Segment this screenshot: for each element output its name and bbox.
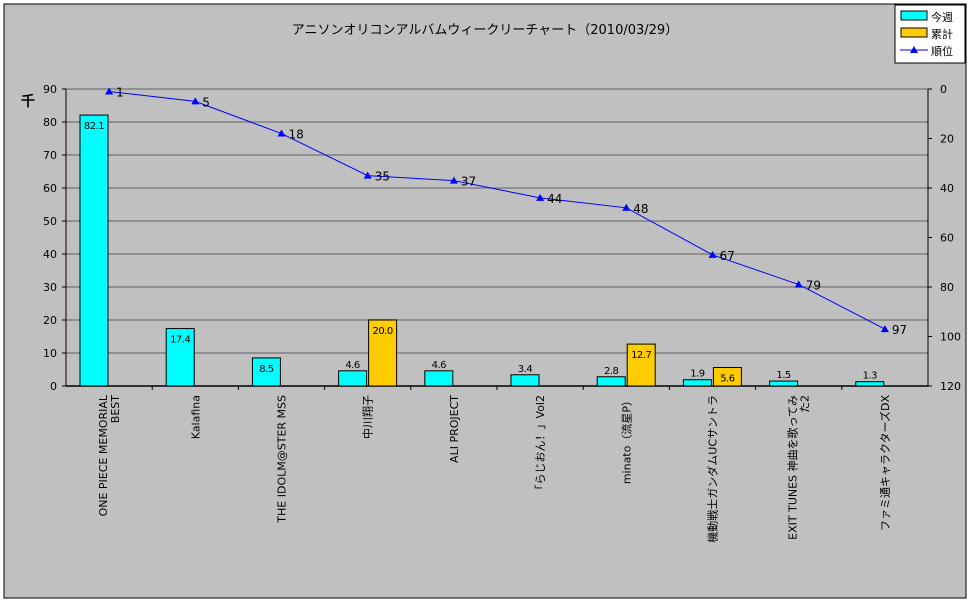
bar-weekly xyxy=(596,376,626,387)
rank-marker xyxy=(880,325,889,333)
y-left-tick-label: 50 xyxy=(43,215,57,228)
x-category-label: EXIT TUNES 神曲を歌ってみ xyxy=(786,395,800,540)
rank-marker xyxy=(622,203,631,211)
rank-marker xyxy=(277,129,286,137)
bar-cumulative xyxy=(712,367,742,387)
y-left-tick-label: 90 xyxy=(43,83,57,96)
bar-data-label: 1.9 xyxy=(690,369,705,380)
rank-data-label: 5 xyxy=(202,95,210,109)
rank-marker xyxy=(536,193,545,201)
y-left-tick-label: 60 xyxy=(43,182,57,195)
bar-data-label: 17.4 xyxy=(170,335,190,346)
chart-title: アニソンオリコンアルバムウィークリーチャート（2010/03/29） xyxy=(292,23,678,38)
bar-weekly xyxy=(79,114,109,387)
rank-data-label: 37 xyxy=(461,175,476,189)
y-right-tick-label: 0 xyxy=(940,83,947,96)
y-right-tick-label: 120 xyxy=(940,380,961,393)
bar-weekly xyxy=(338,370,368,387)
rank-marker xyxy=(363,171,372,179)
x-category-label: ALI PROJECT xyxy=(448,395,461,463)
bar-weekly xyxy=(424,370,454,387)
bar-data-label: 3.4 xyxy=(518,364,533,375)
bar-data-label: 5.6 xyxy=(720,374,735,385)
y-right-tick-label: 60 xyxy=(940,232,954,245)
rank-data-label: 1 xyxy=(116,85,124,99)
x-category-label: BEST xyxy=(109,395,122,423)
legend-swatch xyxy=(900,10,928,21)
bar-weekly xyxy=(769,380,799,387)
rank-data-label: 97 xyxy=(892,323,907,337)
x-category-label: THE IDOLM@STER MSS xyxy=(276,395,289,524)
x-category-label: ファミ通キャラクターズDX xyxy=(878,395,892,531)
bar-data-label: 8.5 xyxy=(259,364,274,375)
rank-marker xyxy=(708,250,717,258)
legend-marker xyxy=(910,46,918,53)
bar-data-label: 82.1 xyxy=(84,121,104,132)
bar-data-label: 1.5 xyxy=(776,370,791,381)
chart-background xyxy=(3,3,967,599)
bar-data-label: 12.7 xyxy=(631,350,651,361)
bar-data-label: 4.6 xyxy=(432,360,447,371)
rank-marker xyxy=(794,280,803,288)
x-category-label: 「らじおん！」Vol2 xyxy=(534,395,547,495)
bar-cumulative xyxy=(626,343,656,387)
y-left-tick-label: 40 xyxy=(43,248,57,261)
rank-marker xyxy=(191,97,200,105)
rank-marker xyxy=(449,176,458,184)
bar-data-label: 4.6 xyxy=(345,360,360,371)
rank-data-label: 67 xyxy=(720,249,735,263)
y-left-tick-label: 0 xyxy=(50,380,57,393)
rank-data-label: 35 xyxy=(375,170,390,184)
legend-label: 今週 xyxy=(931,10,953,24)
rank-data-label: 18 xyxy=(289,128,304,142)
y-left-tick-label: 30 xyxy=(43,281,57,294)
y-right-tick-label: 80 xyxy=(940,281,954,294)
legend-label: 順位 xyxy=(931,44,953,58)
rank-line xyxy=(109,90,886,330)
y-right-tick-label: 100 xyxy=(940,331,961,344)
bar-weekly xyxy=(855,381,885,387)
x-category-label: Kalafina xyxy=(189,395,202,439)
bar-data-label: 20.0 xyxy=(372,326,392,337)
bar-weekly xyxy=(251,357,281,387)
legend-label: 累計 xyxy=(931,27,953,41)
y-left-tick-label: 70 xyxy=(43,149,57,162)
rank-data-label: 79 xyxy=(806,279,821,293)
y-left-tick-label: 80 xyxy=(43,116,57,129)
bar-cumulative xyxy=(368,319,398,387)
y-right-tick-label: 20 xyxy=(940,133,954,146)
y-left-tick-label: 20 xyxy=(43,314,57,327)
bar-weekly xyxy=(165,328,195,387)
rank-marker xyxy=(105,87,114,95)
x-category-label: 中川翔子 xyxy=(361,395,375,439)
bar-weekly xyxy=(682,379,712,387)
bar-weekly xyxy=(510,374,540,387)
y-right-tick-label: 40 xyxy=(940,182,954,195)
bar-data-label: 1.3 xyxy=(863,371,878,382)
x-category-label: た2 xyxy=(799,395,812,413)
x-category-label: 機動戦士ガンダムUCサントラ xyxy=(706,395,720,543)
y-left-tick-label: 10 xyxy=(43,347,57,360)
legend-swatch xyxy=(900,27,928,38)
rank-data-label: 48 xyxy=(633,202,648,216)
y-left-axis-label: 千 xyxy=(21,93,35,110)
bar-data-label: 2.8 xyxy=(604,366,619,377)
x-category-label: minato（流星P） xyxy=(619,395,633,484)
x-category-label: ONE PIECE MEMORIAL xyxy=(97,394,110,516)
rank-data-label: 44 xyxy=(547,192,562,206)
